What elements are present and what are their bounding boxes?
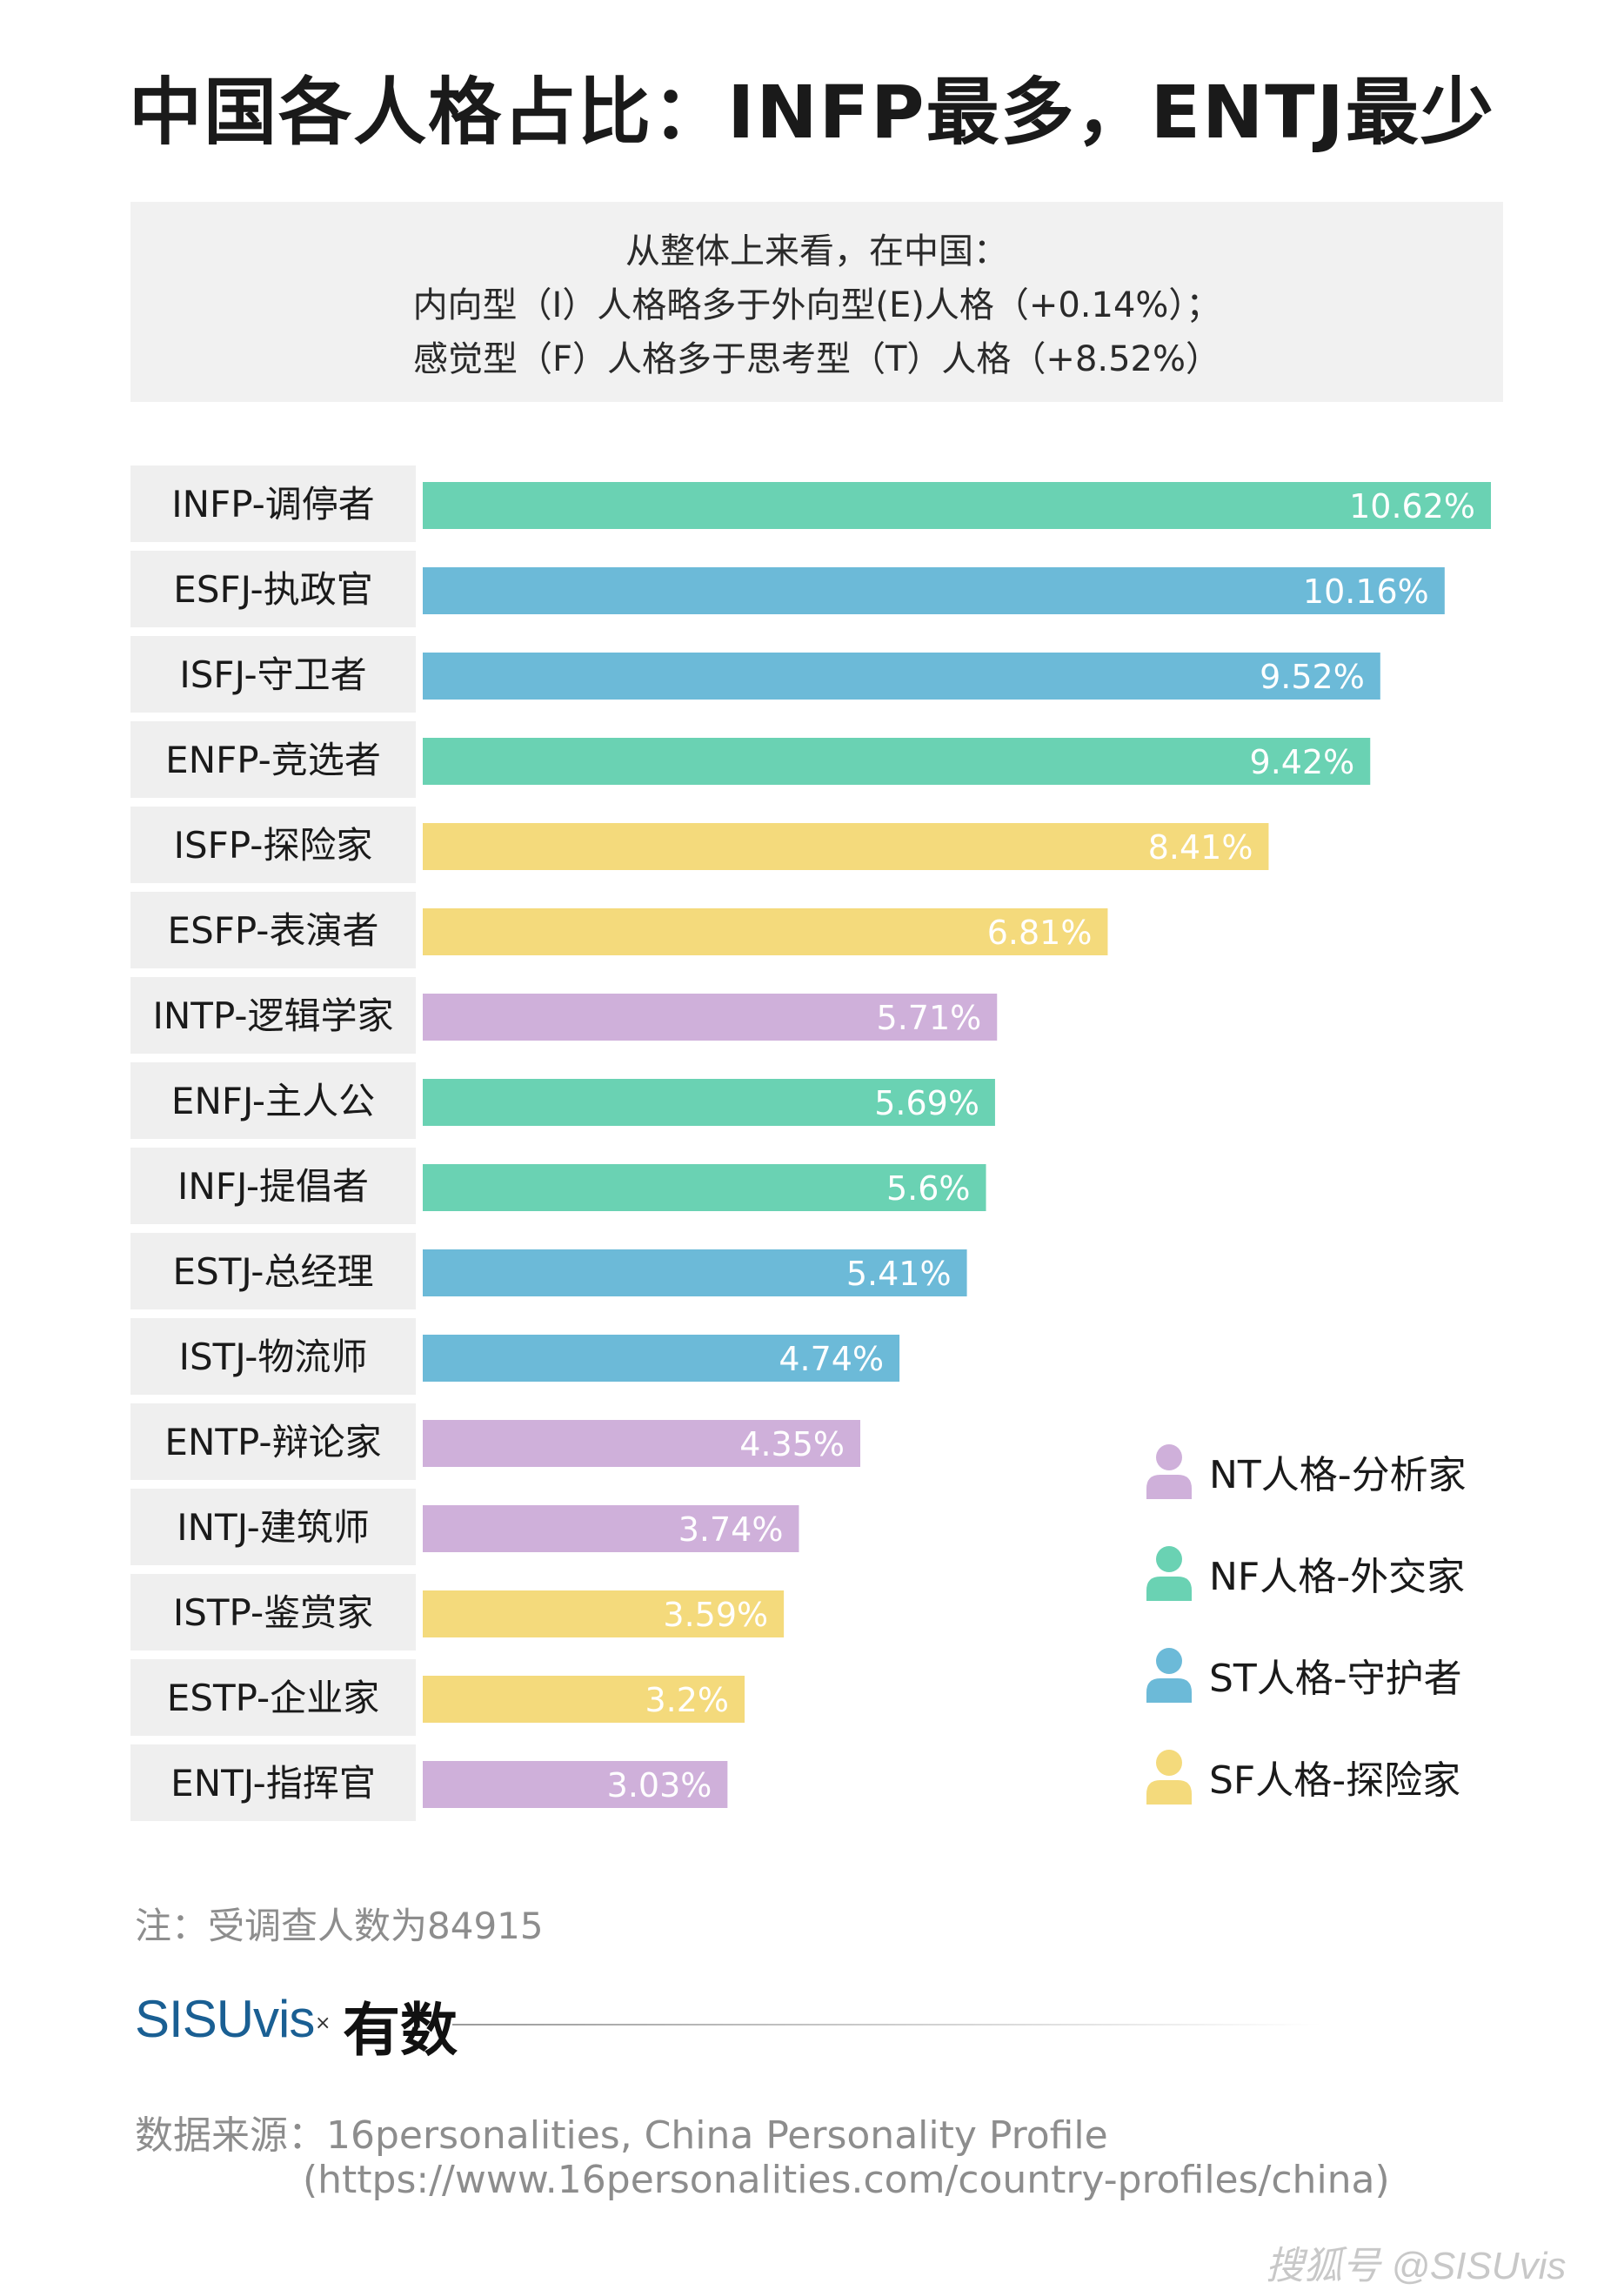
data-label: 6.81% [987,914,1093,952]
category-label-bg [130,1489,416,1565]
bar [423,1590,785,1637]
legend-person-icon-head [1156,1648,1182,1674]
bar [423,1505,799,1552]
bar [423,738,1371,785]
data-label: 8.41% [1148,828,1253,867]
data-label: 10.62% [1349,487,1475,526]
data-label: 10.16% [1303,572,1429,611]
data-label: 5.71% [877,999,982,1037]
category-label: ISTP-鉴赏家 [173,1591,373,1634]
legend-label: SF人格-探险家 [1209,1758,1460,1803]
bar [423,653,1380,700]
category-label-bg [130,721,416,798]
data-label: 5.41% [846,1255,952,1293]
category-label-bg [130,1148,416,1224]
source-line-1: 数据来源：16personalities, China Personality … [135,2113,1108,2158]
brand-divider-line [452,2024,1322,2026]
legend-person-icon-head [1156,1546,1182,1572]
category-label: INFJ-提倡者 [177,1165,369,1208]
data-label: 3.74% [678,1510,784,1549]
data-label: 9.52% [1260,658,1365,696]
legend-person-icon-head [1156,1444,1182,1470]
summary-line-2: 内向型（I）人格略多于外向型(E)人格（+0.14%）； [412,285,1221,325]
sisuvis-logo: SISUvis [135,1990,315,2048]
summary-box: 从整体上来看，在中国： 内向型（I）人格略多于外向型(E)人格（+0.14%）；… [130,202,1503,402]
data-label: 4.74% [779,1340,884,1378]
category-label-bg [130,1744,416,1821]
category-label: ESFJ-执政官 [173,568,372,611]
category-label: ENTP-辩论家 [164,1421,381,1463]
category-label-bg [130,892,416,968]
legend-person-icon-body [1146,1577,1192,1601]
category-label-bg [130,1318,416,1395]
bar [423,1761,728,1808]
category-label-bg [130,551,416,627]
bar [423,1249,967,1296]
bar [423,823,1269,870]
legend-label: NF人格-外交家 [1209,1555,1465,1599]
legend-person-icon-body [1146,1780,1192,1805]
category-label: ENFJ-主人公 [171,1080,375,1122]
category-label-bg [130,977,416,1054]
bar [423,567,1445,614]
category-label: ISFJ-守卫者 [179,653,366,696]
brand-separator: × [315,2012,331,2034]
category-label: ENFP-竞选者 [165,739,381,781]
bar [423,1164,986,1211]
watermark: 搜狐号 @SISUvis [1266,2245,1567,2287]
category-label-bg [130,1574,416,1651]
category-label: ISTJ-物流师 [179,1336,368,1378]
data-label: 5.6% [886,1169,971,1208]
category-label: ESTP-企业家 [167,1677,379,1719]
bar [423,908,1108,955]
data-label: 5.69% [874,1084,979,1122]
category-label-bg [130,1062,416,1139]
source-line-2: (https://www.16personalities.com/country… [303,2158,1390,2202]
legend-label: ST人格-守护者 [1209,1657,1462,1701]
category-label-bg [130,1233,416,1309]
category-label-bg [130,1659,416,1736]
survey-note: 注：受调查人数为84915 [135,1905,544,1947]
summary-line-1: 从整体上来看，在中国： [625,231,1008,271]
category-label: INTP-逻辑学家 [152,994,393,1037]
data-label: 4.35% [739,1425,845,1463]
bar [423,1079,995,1126]
legend-person-icon-head [1156,1750,1182,1776]
category-label: ESTJ-总经理 [173,1250,374,1293]
legend-person-icon-body [1146,1678,1192,1703]
legend-person-icon-body [1146,1475,1192,1499]
bar-chart: INFP-调停者 10.62% ESFJ-执政官 10.16% ISFJ-守卫者 9.52… [130,465,1491,1821]
bar [423,1335,900,1382]
bar [423,1420,860,1467]
data-label: 9.42% [1250,743,1355,781]
page-title: 中国各人格占比：INFP最多，ENTJ最少 [129,70,1495,155]
category-label: ESFP-表演者 [168,909,379,952]
category-label: ENTJ-指挥官 [170,1762,376,1805]
data-label: 3.59% [663,1596,768,1634]
bar [423,1676,745,1723]
category-label: ISFP-探险家 [174,824,373,867]
data-label: 3.03% [607,1766,712,1805]
category-label-bg [130,1403,416,1480]
category-label: INTJ-建筑师 [177,1506,370,1549]
summary-line-3: 感觉型（F）人格多于思考型（T）人格（+8.52%） [412,339,1221,379]
data-label: 3.2% [645,1681,729,1719]
bar [423,994,998,1041]
category-label: INFP-调停者 [171,483,375,526]
partner-logo: 有数 [343,1996,458,2064]
category-label-bg [130,807,416,883]
bar [423,482,1491,529]
legend-label: NT人格-分析家 [1209,1453,1467,1497]
category-label-bg [130,465,416,542]
category-label-bg [130,636,416,713]
